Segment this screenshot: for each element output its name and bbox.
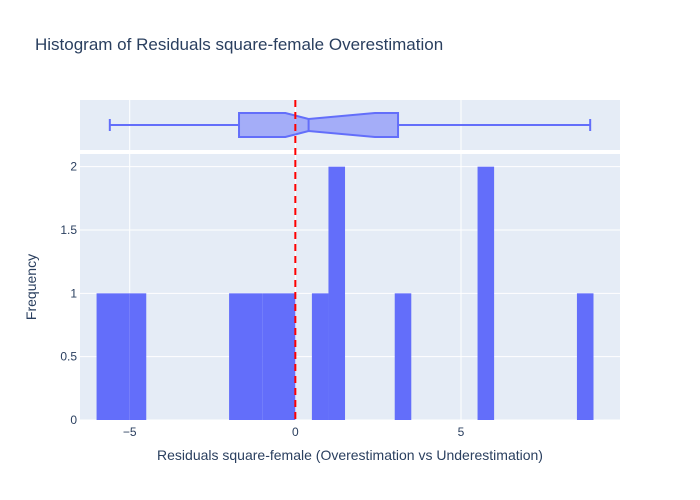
chart-title: Histogram of Residuals square-female Ove…: [35, 35, 443, 54]
y-tick-label: 1.5: [60, 223, 77, 237]
histogram-bar: [477, 166, 495, 420]
plot-background: [80, 154, 620, 420]
notched-box: [238, 112, 400, 138]
x-axis-title: Residuals square-female (Overestimation …: [157, 447, 543, 463]
histogram-bar: [576, 293, 594, 420]
y-tick-label: 0.5: [60, 350, 77, 364]
histogram-bars: [96, 166, 594, 420]
histogram-bar: [96, 293, 130, 420]
histogram-bar: [129, 293, 147, 420]
y-tick-label: 1: [70, 286, 77, 300]
boxplot-panel: [80, 100, 620, 150]
x-tick-labels: −5 0 5: [123, 425, 465, 439]
histogram-bar: [262, 293, 296, 420]
histogram-bar: [311, 293, 329, 420]
x-tick-label: −5: [123, 425, 137, 439]
y-axis-title: Frequency: [23, 254, 39, 320]
y-tick-labels: 0 0.5 1 1.5 2: [60, 160, 77, 427]
histogram-bar: [328, 166, 346, 420]
histogram-panel: −5 0 5 0 0.5 1 1.5 2: [60, 154, 620, 439]
x-tick-label: 0: [292, 425, 299, 439]
histogram-bar: [229, 293, 263, 420]
histogram-bar: [394, 293, 412, 420]
x-tick-label: 5: [458, 425, 465, 439]
y-tick-label: 0: [70, 413, 77, 427]
y-tick-label: 2: [70, 160, 77, 174]
boxplot: [108, 112, 592, 138]
